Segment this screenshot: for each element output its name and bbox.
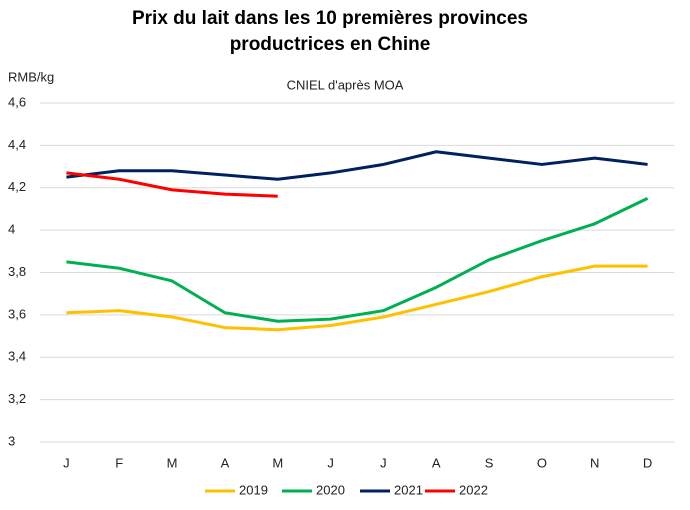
subtitle: CNIEL d'après MOA xyxy=(287,77,404,92)
x-tick-label: O xyxy=(537,455,547,470)
y-tick-label: 3,4 xyxy=(8,349,26,364)
x-tick-label: F xyxy=(115,455,123,470)
legend-label: 2022 xyxy=(459,482,488,497)
y-tick-label: 3 xyxy=(8,433,15,448)
chart-title: Prix du lait dans les 10 premières provi… xyxy=(131,8,528,55)
x-tick-label: J xyxy=(63,455,70,470)
y-tick-label: 4,2 xyxy=(8,179,26,194)
y-tick-label: 3,6 xyxy=(8,306,26,321)
y-tick-label: 3,8 xyxy=(8,264,26,279)
x-tick-label: J xyxy=(380,455,387,470)
y-tick-label: 3,2 xyxy=(8,391,26,406)
legend-label: 2019 xyxy=(239,482,268,497)
line-series xyxy=(66,171,278,198)
line-series xyxy=(66,150,648,181)
x-tick-label: M xyxy=(272,455,283,470)
y-tick-label: 4,6 xyxy=(8,94,26,109)
y-tick-label: 4 xyxy=(8,222,15,237)
x-tick-label: M xyxy=(167,455,178,470)
y-axis-label: RMB/kg xyxy=(8,69,54,84)
line-series xyxy=(66,196,649,323)
x-tick-label: D xyxy=(643,455,652,470)
x-tick-label: J xyxy=(327,455,334,470)
y-tick-label: 4,4 xyxy=(8,137,26,152)
legend-label: 2021 xyxy=(394,482,423,497)
x-tick-label: S xyxy=(485,455,494,470)
x-tick-label: A xyxy=(432,455,441,470)
legend-label: 2020 xyxy=(316,482,345,497)
x-tick-label: N xyxy=(590,455,599,470)
line-series xyxy=(66,264,648,332)
x-tick-label: A xyxy=(221,455,230,470)
